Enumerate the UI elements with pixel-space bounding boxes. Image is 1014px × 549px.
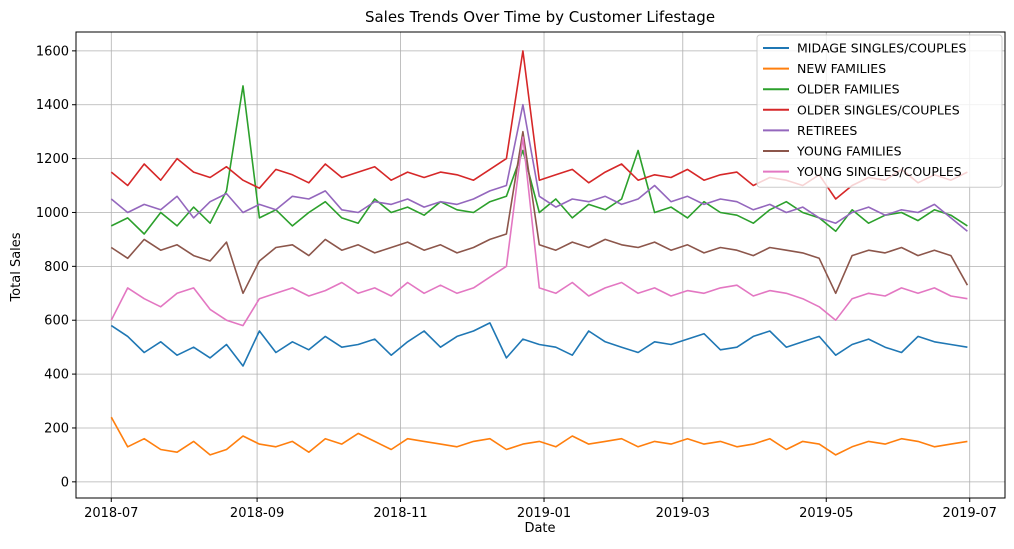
y-tick-label: 200 — [44, 421, 69, 436]
legend-label: MIDAGE SINGLES/COUPLES — [797, 41, 967, 56]
x-tick-label: 2018-07 — [84, 506, 138, 521]
legend-box — [756, 34, 1003, 188]
series-line — [110, 136, 968, 327]
y-tick-label: 1200 — [36, 152, 69, 167]
legend-label: OLDER SINGLES/COUPLES — [797, 102, 960, 117]
y-tick-label: 600 — [44, 314, 69, 329]
y-tick-label: 1400 — [36, 98, 69, 113]
y-axis-label: Total Sales — [9, 232, 24, 302]
series-line — [110, 85, 968, 235]
y-tick-label: 800 — [44, 260, 69, 275]
y-tick-label: 0 — [61, 475, 69, 490]
x-tick-label: 2019-01 — [517, 506, 571, 521]
series-line — [110, 103, 968, 232]
legend-label: YOUNG FAMILIES — [796, 144, 902, 159]
x-tick-label: 2019-03 — [656, 506, 710, 521]
x-axis-ticks: 2018-07 2018-09 2018-11 2019-01 2019-03 2019-… — [84, 498, 997, 521]
x-axis-label: Date — [524, 521, 555, 536]
series-line — [110, 416, 968, 456]
plot-frame — [75, 31, 1006, 499]
x-tick-label: 2018-11 — [373, 506, 427, 521]
series-young-families — [110, 130, 969, 295]
y-tick-label: 1000 — [36, 206, 69, 221]
y-tick-label: 400 — [44, 368, 69, 383]
series-retirees — [110, 103, 968, 232]
series-midage-singles-couples — [110, 322, 968, 367]
chart-title: Sales Trends Over Time by Customer Lifes… — [365, 8, 715, 26]
series-line — [110, 322, 968, 367]
series-new-families — [110, 416, 968, 456]
legend-label: OLDER FAMILIES — [797, 82, 900, 97]
series-older-families — [110, 85, 968, 235]
x-tick-label: 2019-07 — [943, 506, 997, 521]
series-line — [110, 130, 969, 295]
legend-label: YOUNG SINGLES/COUPLES — [796, 164, 962, 179]
legend-label: NEW FAMILIES — [797, 61, 886, 76]
y-axis-ticks: 0 200 400 600 800 1000 1200 1400 1600 — [36, 44, 76, 490]
series-young-singles-couples — [110, 136, 968, 327]
y-tick-label: 1600 — [36, 44, 69, 59]
x-tick-label: 2018-09 — [230, 506, 284, 521]
x-tick-label: 2019-05 — [799, 506, 853, 521]
series-lines — [110, 50, 969, 456]
legend: MIDAGE SINGLES/COUPLES NEW FAMILIES OLDER … — [756, 34, 1003, 188]
legend-label: RETIREES — [797, 123, 857, 138]
